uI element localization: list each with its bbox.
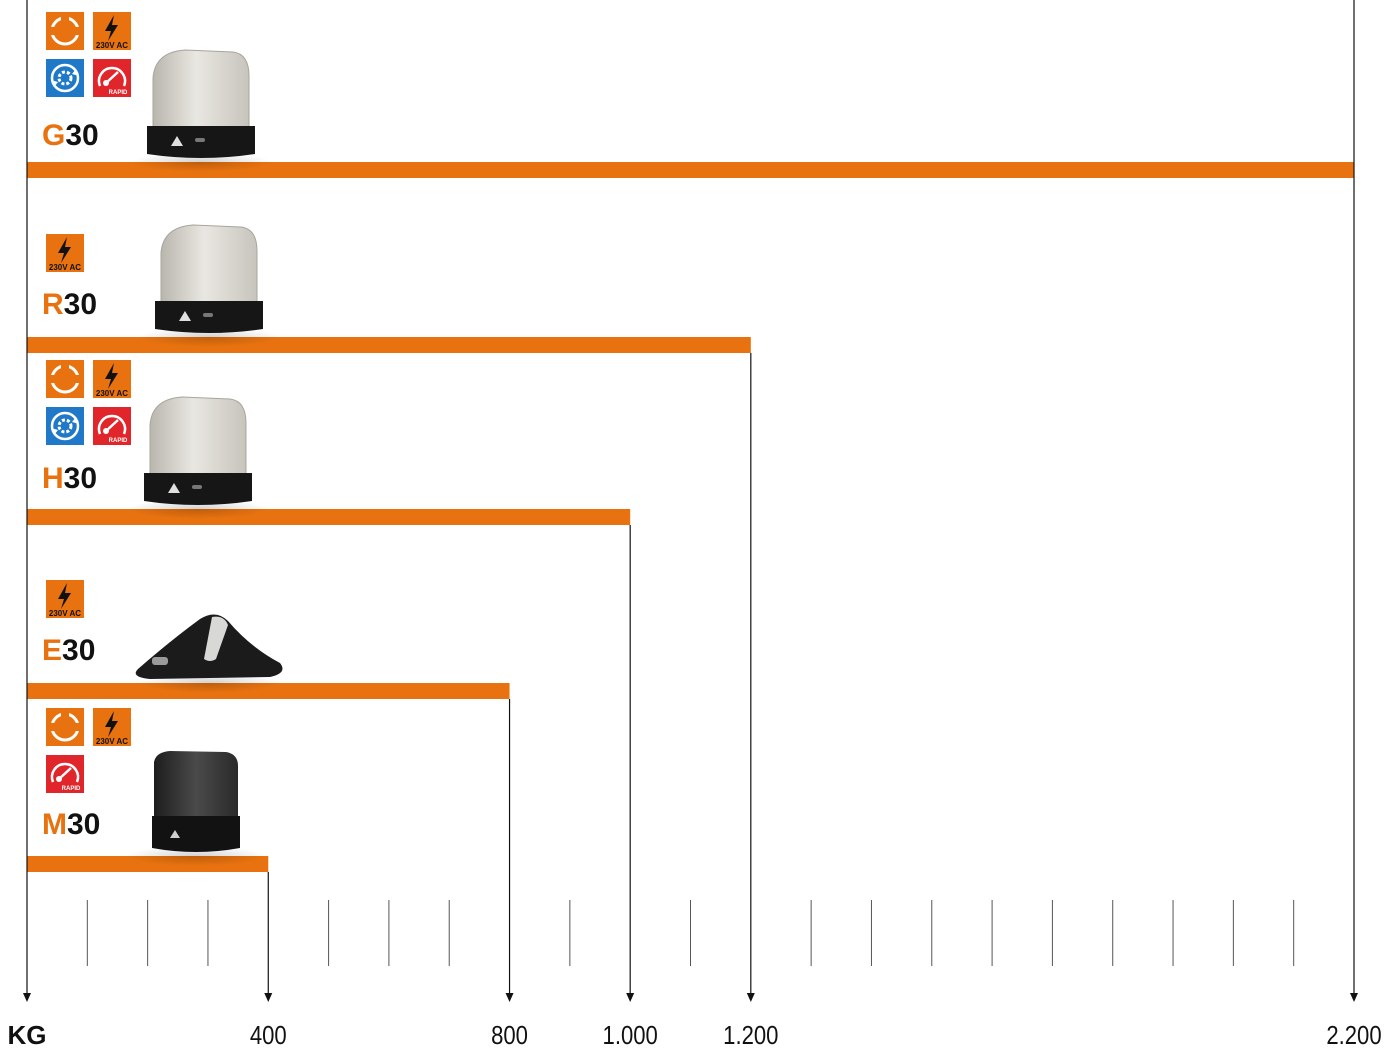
model-label: G30 (42, 119, 99, 152)
bar-end-arrow (505, 993, 514, 1002)
model-row-e30: 230V AC E30 (42, 580, 283, 693)
model-label-number: 30 (64, 288, 97, 321)
product-image (128, 396, 268, 519)
axis-origin-arrow (23, 993, 31, 1002)
tick-label: 1.000 (603, 1021, 658, 1049)
model-label-letter: E (42, 634, 62, 667)
rapid-speed-icon: RAPID (93, 407, 131, 445)
power-badge-text: 230V AC (96, 737, 128, 746)
model-label-letter: R (42, 288, 64, 321)
model-row-h30: 230V AC RAPID H30 (42, 360, 268, 519)
tick-label: 2.200 (1326, 1021, 1381, 1049)
model-label-number: 30 (67, 808, 100, 841)
cycle-icon (46, 708, 84, 746)
product-image (135, 614, 283, 693)
model-label-letter: G (42, 119, 65, 152)
bar-end-arrow (626, 993, 635, 1002)
model-label-letter: M (42, 808, 67, 841)
gear-cycle-icon (46, 59, 84, 97)
product-image (139, 224, 279, 347)
product-image (126, 751, 266, 866)
unit-label: KG (8, 1020, 47, 1049)
power-badge-text: 230V AC (49, 263, 81, 272)
rapid-badge-text: RAPID (62, 786, 81, 792)
tick-label: 400 (250, 1021, 287, 1049)
power-badge-text: 230V AC (49, 609, 81, 618)
model-label-letter: H (42, 462, 64, 495)
model-label-number: 30 (64, 462, 97, 495)
gear-cycle-icon (46, 407, 84, 445)
rapid-speed-icon: RAPID (46, 755, 84, 793)
rapid-badge-text: RAPID (109, 90, 128, 96)
power-230v-icon: 230V AC (93, 360, 131, 398)
power-badge-text: 230V AC (96, 41, 128, 50)
rapid-badge-text: RAPID (109, 438, 128, 444)
model-label: R30 (42, 288, 97, 321)
bar-end-arrow (264, 993, 273, 1002)
model-row-g30: 230V AC RAPID G30 (42, 12, 271, 172)
bar-r30 (27, 337, 751, 353)
tick-label: 1.200 (723, 1021, 778, 1049)
bar-g30 (27, 162, 1354, 178)
bar-h30 (27, 509, 631, 525)
bar-end-arrow (1350, 993, 1358, 1002)
power-badge-text: 230V AC (96, 389, 128, 398)
product-image (131, 49, 271, 172)
rapid-speed-icon: RAPID (93, 59, 131, 97)
power-230v-icon: 230V AC (46, 234, 84, 272)
tick-label: 800 (491, 1021, 528, 1049)
power-230v-icon: 230V AC (93, 708, 131, 746)
model-row-r30: 230V AC R30 (42, 224, 279, 347)
model-row-m30: 230V AC RAPID M30 (42, 708, 266, 866)
cycle-icon (46, 12, 84, 50)
model-label: M30 (42, 808, 100, 841)
power-230v-icon: 230V AC (93, 12, 131, 50)
power-230v-icon: 230V AC (46, 580, 84, 618)
bar-end-arrow (746, 993, 755, 1002)
model-label: H30 (42, 462, 97, 495)
model-label: E30 (42, 634, 95, 667)
model-label-number: 30 (62, 634, 95, 667)
model-label-number: 30 (65, 119, 98, 152)
cycle-icon (46, 360, 84, 398)
